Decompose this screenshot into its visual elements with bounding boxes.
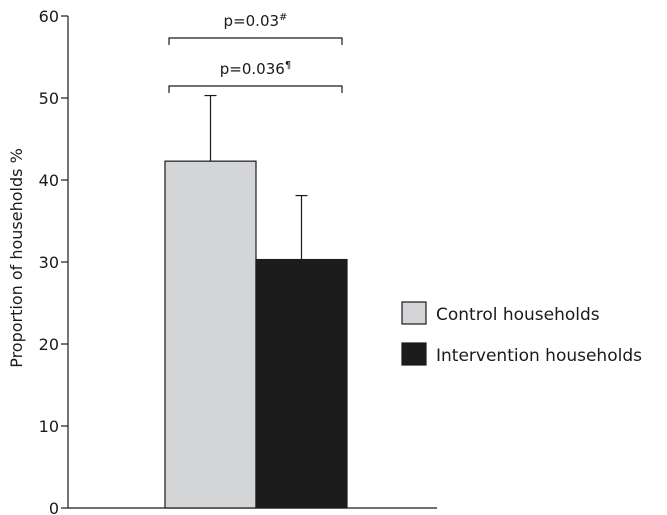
bar [164, 160, 257, 509]
p-value-label: p=0.036¶ [220, 60, 291, 78]
bar [255, 258, 348, 509]
legend-swatch [401, 301, 427, 325]
significance-bracket [168, 85, 343, 93]
y-tick-label: 10 [39, 417, 59, 436]
p-value-label: p=0.03# [224, 12, 288, 30]
bars [164, 94, 348, 509]
legend-label: Control households [436, 305, 600, 325]
y-tick-label: 0 [49, 499, 59, 515]
legend-label: Intervention households [436, 346, 642, 366]
legend-swatch [401, 342, 427, 366]
legend: Control households Intervention household… [401, 301, 642, 366]
significance-annotations: p=0.03# p=0.036¶ [168, 12, 343, 93]
significance-bracket [168, 37, 343, 45]
y-tick-label: 50 [39, 89, 59, 108]
y-axis: 0 10 20 30 40 50 60 [39, 7, 69, 515]
y-tick-label: 20 [39, 335, 59, 354]
y-axis-title: Proportion of households % [7, 148, 26, 368]
y-tick-label: 60 [39, 7, 59, 26]
y-tick-label: 40 [39, 171, 59, 190]
y-tick-label: 30 [39, 253, 59, 272]
